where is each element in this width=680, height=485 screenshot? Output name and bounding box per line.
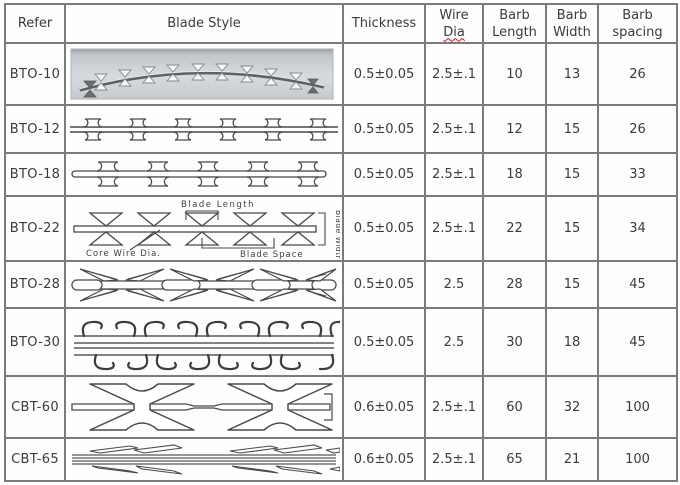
barb-spacing-cell: 45 bbox=[597, 260, 678, 309]
refer-cell: BTO-12 bbox=[4, 104, 66, 154]
barb-length-cell: 30 bbox=[482, 307, 547, 377]
barb-length-cell: 22 bbox=[482, 195, 547, 262]
barb-width-cell: 32 bbox=[545, 375, 599, 439]
blade-profile-drawing bbox=[74, 320, 340, 371]
blade-profile-drawing bbox=[70, 118, 338, 141]
wire-dia-cell: 2.5±.1 bbox=[424, 375, 484, 439]
col-header-barb-length: Barb Length bbox=[482, 3, 547, 44]
blade-profile-drawing bbox=[71, 161, 327, 187]
barb-length-cell: 10 bbox=[482, 42, 547, 106]
header-label: Wire bbox=[439, 7, 469, 23]
blade-style-diagram-bto-22: Blade Length Core Wire Dia. Blade Space … bbox=[64, 195, 344, 262]
table-row: BTO-10 bbox=[4, 42, 678, 106]
header-label: Blade Style bbox=[167, 16, 241, 31]
wire-dia-cell: 2.5 bbox=[424, 260, 484, 309]
thickness-cell: 0.6±0.05 bbox=[342, 437, 426, 482]
header-label: Barb bbox=[499, 7, 530, 23]
barb-width-cell: 18 bbox=[545, 307, 599, 377]
diagram-label-blade-width: Blade Width bbox=[334, 210, 340, 259]
wire-dia-cell: 2.5±.1 bbox=[424, 437, 484, 482]
diagram-label-core-wire-dia: Core Wire Dia. bbox=[86, 249, 161, 259]
blade-style-drawing-cbt-65 bbox=[64, 437, 344, 482]
barb-length-cell: 60 bbox=[482, 375, 547, 439]
table-row: CBT-60 0.6±0.05 2.5±.1 60 32 100 bbox=[4, 375, 678, 439]
annotated-blade-diagram: Blade Length Core Wire Dia. Blade Space … bbox=[73, 200, 340, 259]
col-header-barb-width: Barb Width bbox=[545, 3, 599, 44]
col-header-wire-dia: Wire Dia bbox=[424, 3, 484, 44]
thickness-cell: 0.5±0.05 bbox=[342, 42, 426, 106]
refer-cell: CBT-65 bbox=[4, 437, 66, 482]
thickness-cell: 0.5±0.05 bbox=[342, 260, 426, 309]
barb-spacing-cell: 34 bbox=[597, 195, 678, 262]
table-row: CBT-65 0.6±0.05 2.5±.1 65 21 100 bbox=[4, 437, 678, 482]
col-header-blade-style: Blade Style bbox=[64, 3, 344, 44]
barb-width-cell: 13 bbox=[545, 42, 599, 106]
header-label: Width bbox=[553, 24, 591, 40]
barb-spacing-cell: 100 bbox=[597, 375, 678, 439]
wire-dia-cell: 2.5±.1 bbox=[424, 152, 484, 197]
refer-cell: BTO-10 bbox=[4, 42, 66, 106]
barb-width-cell: 21 bbox=[545, 437, 599, 482]
wire-dia-cell: 2.5±.1 bbox=[424, 195, 484, 262]
barb-spacing-cell: 100 bbox=[597, 437, 678, 482]
wire-dia-cell: 2.5±.1 bbox=[424, 104, 484, 154]
thickness-cell: 0.5±0.05 bbox=[342, 104, 426, 154]
barb-length-cell: 28 bbox=[482, 260, 547, 309]
razor-wire-photo bbox=[70, 48, 334, 100]
refer-cell: BTO-30 bbox=[4, 307, 66, 377]
barb-spacing-cell: 26 bbox=[597, 42, 678, 106]
table-row: BTO-18 0.5±0.05 2.5±.1 18 15 33 bbox=[4, 152, 678, 197]
thickness-cell: 0.5±0.05 bbox=[342, 195, 426, 262]
barb-spacing-cell: 33 bbox=[597, 152, 678, 197]
col-header-barb-spacing: Barb spacing bbox=[597, 3, 678, 44]
table-row: BTO-28 bbox=[4, 260, 678, 309]
barb-width-cell: 15 bbox=[545, 104, 599, 154]
blade-style-drawing-bto-12 bbox=[64, 104, 344, 154]
refer-cell: BTO-22 bbox=[4, 195, 66, 262]
blade-profile-drawing bbox=[72, 444, 340, 475]
wire-dia-cell: 2.5 bbox=[424, 307, 484, 377]
header-row: Refer Blade Style Thickness Wire Dia Bar… bbox=[4, 3, 678, 44]
barb-width-cell: 15 bbox=[545, 195, 599, 262]
razor-wire-spec-table: Refer Blade Style Thickness Wire Dia Bar… bbox=[4, 3, 678, 482]
barb-width-cell: 15 bbox=[545, 260, 599, 309]
thickness-cell: 0.5±0.05 bbox=[342, 307, 426, 377]
refer-cell: BTO-18 bbox=[4, 152, 66, 197]
blade-style-drawing-cbt-60 bbox=[64, 375, 344, 439]
barb-spacing-cell: 26 bbox=[597, 104, 678, 154]
refer-cell: BTO-28 bbox=[4, 260, 66, 309]
diagram-label-blade-space: Blade Space bbox=[240, 250, 304, 259]
barb-length-cell: 18 bbox=[482, 152, 547, 197]
blade-profile-drawing bbox=[71, 383, 333, 431]
barb-length-cell: 12 bbox=[482, 104, 547, 154]
table-row: BTO-30 0.5±0.05 bbox=[4, 307, 678, 377]
thickness-cell: 0.6±0.05 bbox=[342, 375, 426, 439]
header-label-misspell-marked: Dia bbox=[443, 24, 465, 40]
table-row: BTO-12 0.5±0.05 2.5±.1 12 15 26 bbox=[4, 104, 678, 154]
blade-style-drawing-bto-18 bbox=[64, 152, 344, 197]
wire-dia-cell: 2.5±.1 bbox=[424, 42, 484, 106]
table-row: BTO-22 Blade Length Core Wir bbox=[4, 195, 678, 262]
header-label: Barb bbox=[556, 7, 588, 23]
barb-spacing-cell: 45 bbox=[597, 307, 678, 377]
blade-style-drawing-bto-28 bbox=[64, 260, 344, 309]
thickness-cell: 0.5±0.05 bbox=[342, 152, 426, 197]
header-label: Length bbox=[492, 24, 537, 40]
header-label: Thickness bbox=[351, 16, 417, 31]
barb-width-cell: 15 bbox=[545, 152, 599, 197]
header-label: Barb bbox=[622, 7, 653, 23]
refer-cell: CBT-60 bbox=[4, 375, 66, 439]
header-label: spacing bbox=[612, 24, 663, 40]
barb-length-cell: 65 bbox=[482, 437, 547, 482]
diagram-label-blade-length: Blade Length bbox=[181, 200, 255, 210]
blade-style-drawing-bto-30 bbox=[64, 307, 344, 377]
blade-style-photo-bto-10 bbox=[64, 42, 344, 106]
header-label: Refer bbox=[17, 16, 53, 31]
blade-profile-drawing bbox=[71, 268, 337, 302]
col-header-refer: Refer bbox=[4, 3, 66, 44]
col-header-thickness: Thickness bbox=[342, 3, 426, 44]
